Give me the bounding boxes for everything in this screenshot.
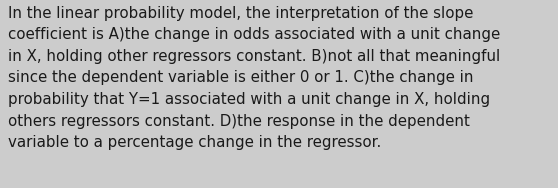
Text: In the linear probability model, the interpretation of the slope
coefficient is : In the linear probability model, the int… bbox=[8, 6, 501, 150]
